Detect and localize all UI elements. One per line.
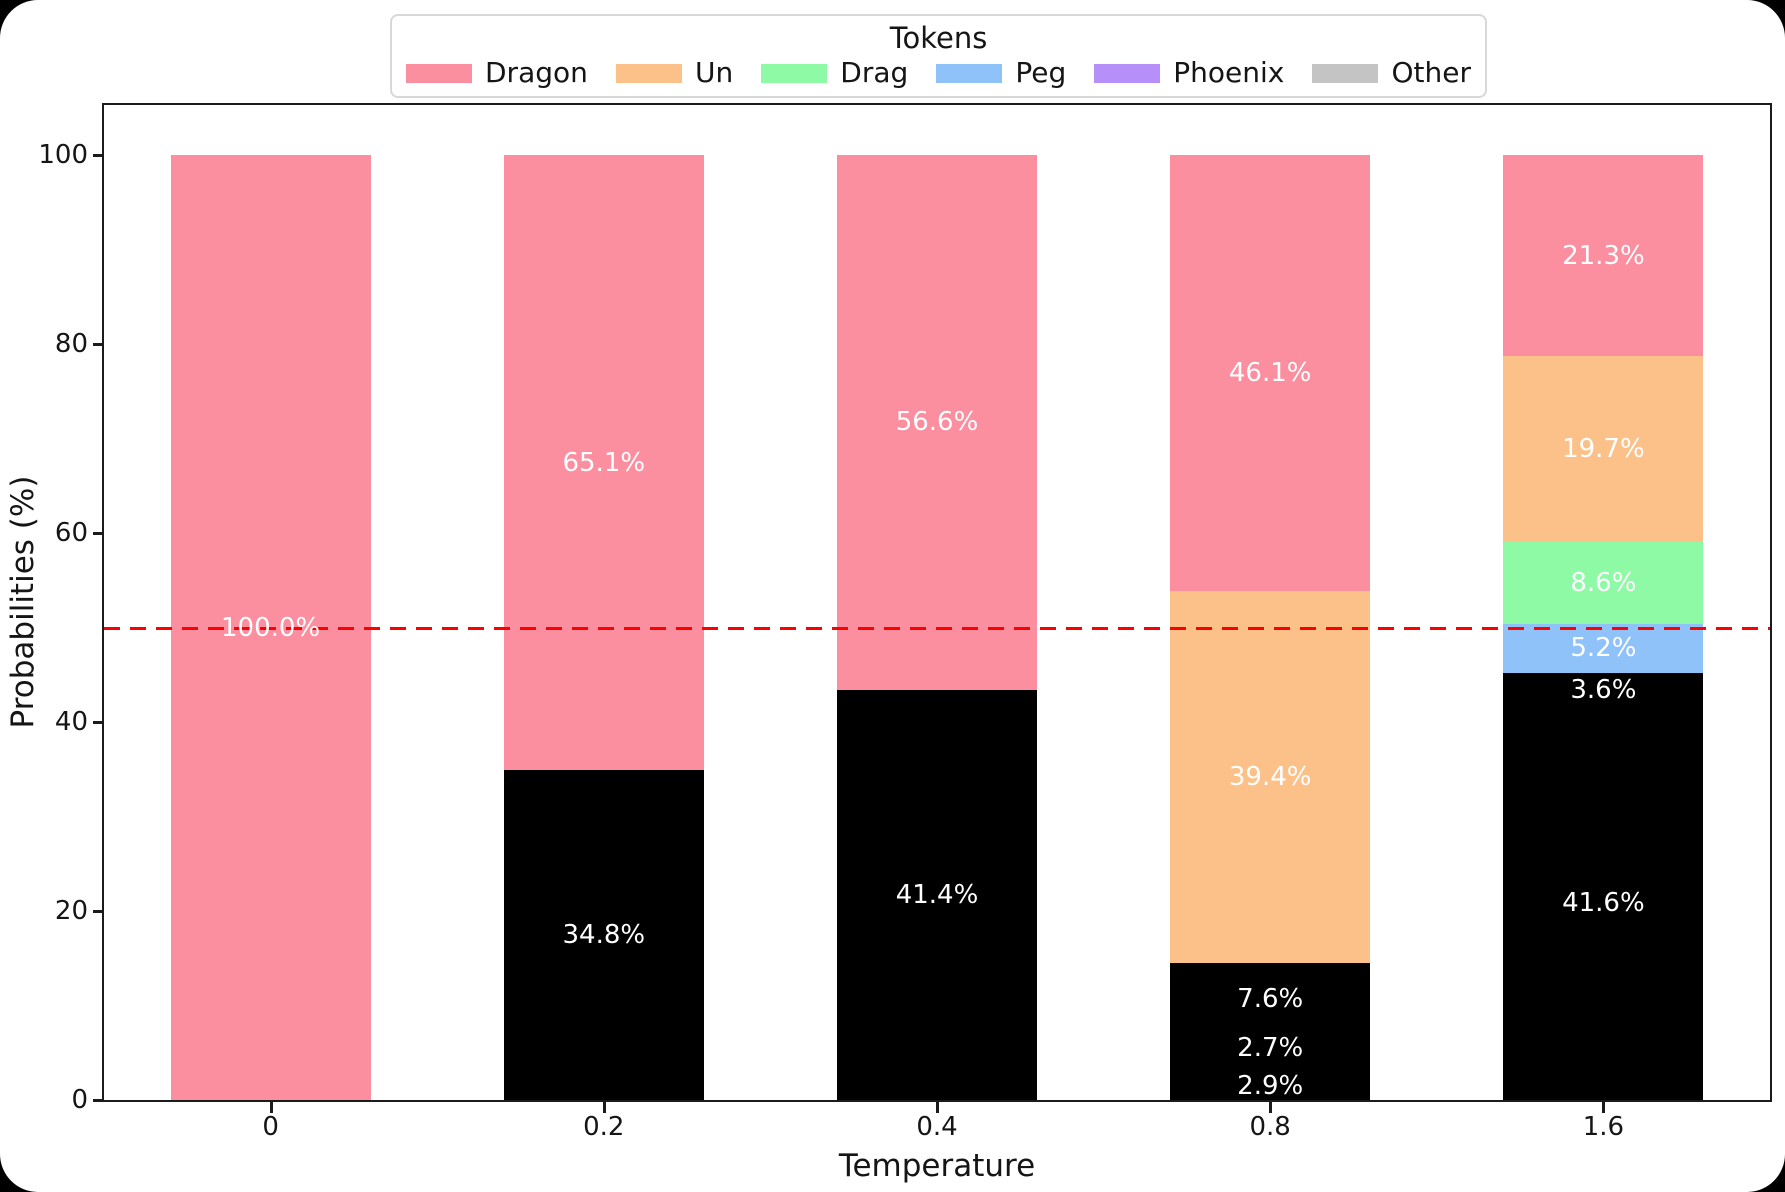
y-tick-mark (93, 910, 104, 913)
legend-entry-phoenix: Phoenix (1094, 59, 1284, 87)
legend-entry-drag: Drag (761, 59, 908, 87)
bar-segment: 65.1% (503, 155, 704, 771)
plot-area: 100.0% 34.8% 65.1% 41.4% 56.6% 2.9% 2.7% 7.6% 39… (102, 103, 1772, 1102)
bar-segment-label: 46.1% (1228, 357, 1312, 388)
bar-segment-label: 56.6% (895, 407, 979, 438)
bar-temperature-1.6: 41.6% 3.6% 5.2% 8.6% 19.7% 21.3% (1503, 155, 1704, 1100)
x-tick-label-0.4: 0.4 (916, 1112, 958, 1142)
legend-label: Phoenix (1173, 56, 1285, 89)
legend-entry-un: Un (615, 56, 734, 89)
bar-segment: 7.6% (1170, 963, 1371, 1035)
bar-segment: 21.3% (1503, 155, 1704, 357)
bar-segment: 39.4% (1170, 590, 1371, 964)
x-tick-label-0.8: 0.8 (1249, 1112, 1291, 1142)
bar-segment-label: 19.7% (1562, 434, 1645, 465)
y-tick-label-40: 40 (54, 707, 88, 737)
bar-temperature-0.4: 41.4% 56.6% (837, 155, 1037, 1100)
legend-swatch-dragon (406, 63, 472, 83)
bar-segment-label: 5.2% (1570, 633, 1637, 664)
bar-segment: 19.7% (1503, 356, 1704, 543)
bar-temperature-0.2: 34.8% 65.1% (503, 155, 704, 1100)
bar-segment-label: 41.6% (1562, 888, 1645, 919)
bar-segment-label: 2.7% (1237, 1032, 1304, 1063)
y-tick-label-20: 20 (54, 896, 88, 926)
fifty-percent-reference-line (104, 626, 1770, 630)
x-tick-mark (1602, 1102, 1606, 1113)
bar-segment (1170, 1060, 1371, 1073)
bar-segment-label: 100.0% (221, 612, 321, 643)
x-tick-mark (1269, 1102, 1273, 1113)
x-tick-label-0: 0 (262, 1112, 279, 1142)
legend-entry-other: Other (1312, 59, 1471, 87)
bar-segment: 2.9% (1170, 1071, 1371, 1102)
bar-segment-label: 65.1% (562, 447, 646, 478)
legend-entry-dragon: Dragon (406, 59, 588, 87)
bar-segment-label: 7.6% (1237, 983, 1304, 1014)
bar-segment-label: 21.3% (1562, 240, 1645, 271)
legend-label: Un (694, 56, 734, 89)
bar-segment-label: 2.9% (1237, 1071, 1304, 1102)
x-tick-label-0.2: 0.2 (583, 1112, 625, 1142)
y-tick-label-0: 0 (71, 1085, 88, 1115)
legend-swatch-drag (761, 63, 828, 83)
legend-label: Other (1391, 56, 1471, 89)
y-tick-label-60: 60 (54, 518, 88, 548)
legend-label: Dragon (485, 56, 588, 89)
x-tick-label-1.6: 1.6 (1582, 1112, 1625, 1142)
legend-swatch-other (1312, 63, 1379, 83)
legend-swatch-peg (936, 63, 1003, 83)
bar-segment-label: 34.8% (562, 920, 646, 951)
bar-segment: 34.8% (503, 770, 704, 1100)
bar-segment: 56.6% (837, 155, 1037, 690)
bar-segment-label: 8.6% (1570, 568, 1637, 599)
legend-label: Peg (1015, 56, 1067, 89)
y-tick-mark (93, 721, 104, 724)
bar-temperature-0.8: 2.9% 2.7% 7.6% 39.4% 46.1% (1170, 155, 1371, 1102)
bar-segment: 41.6% (1503, 706, 1704, 1100)
y-tick-mark (93, 154, 104, 157)
x-tick-mark (602, 1102, 606, 1113)
legend-title: Tokens (889, 21, 988, 55)
bar-segment: 8.6% (1503, 542, 1704, 624)
y-tick-label-100: 100 (38, 140, 88, 170)
bar-segment-label: 39.4% (1228, 761, 1312, 792)
legend-box: Tokens Dragon Un Drag Peg Phoenix Other (390, 14, 1487, 98)
y-tick-mark (93, 343, 104, 346)
legend-entries-row: Dragon Un Drag Peg Phoenix Other (406, 59, 1471, 87)
y-tick-mark (93, 1099, 104, 1102)
x-axis-title: Temperature (838, 1148, 1036, 1184)
legend-label: Drag (840, 56, 909, 89)
y-tick-label-80: 80 (54, 329, 88, 359)
bar-segment: 46.1% (1170, 155, 1371, 591)
bar-segment: 3.6% (1503, 672, 1704, 707)
bar-segment-label: 41.4% (895, 879, 979, 910)
x-tick-mark (269, 1102, 273, 1113)
legend-swatch-un (615, 63, 682, 83)
bar-segment-label: 3.6% (1570, 674, 1637, 705)
legend-entry-peg: Peg (936, 59, 1066, 87)
x-tick-mark (936, 1102, 939, 1113)
y-axis-title: Probabilities (%) (5, 475, 41, 729)
bar-segment: 2.7% (1170, 1032, 1371, 1063)
legend-swatch-phoenix (1094, 63, 1161, 83)
y-tick-mark (93, 532, 104, 535)
bar-segment: 41.4% (837, 689, 1037, 1100)
bar-segment: 5.2% (1503, 623, 1704, 673)
